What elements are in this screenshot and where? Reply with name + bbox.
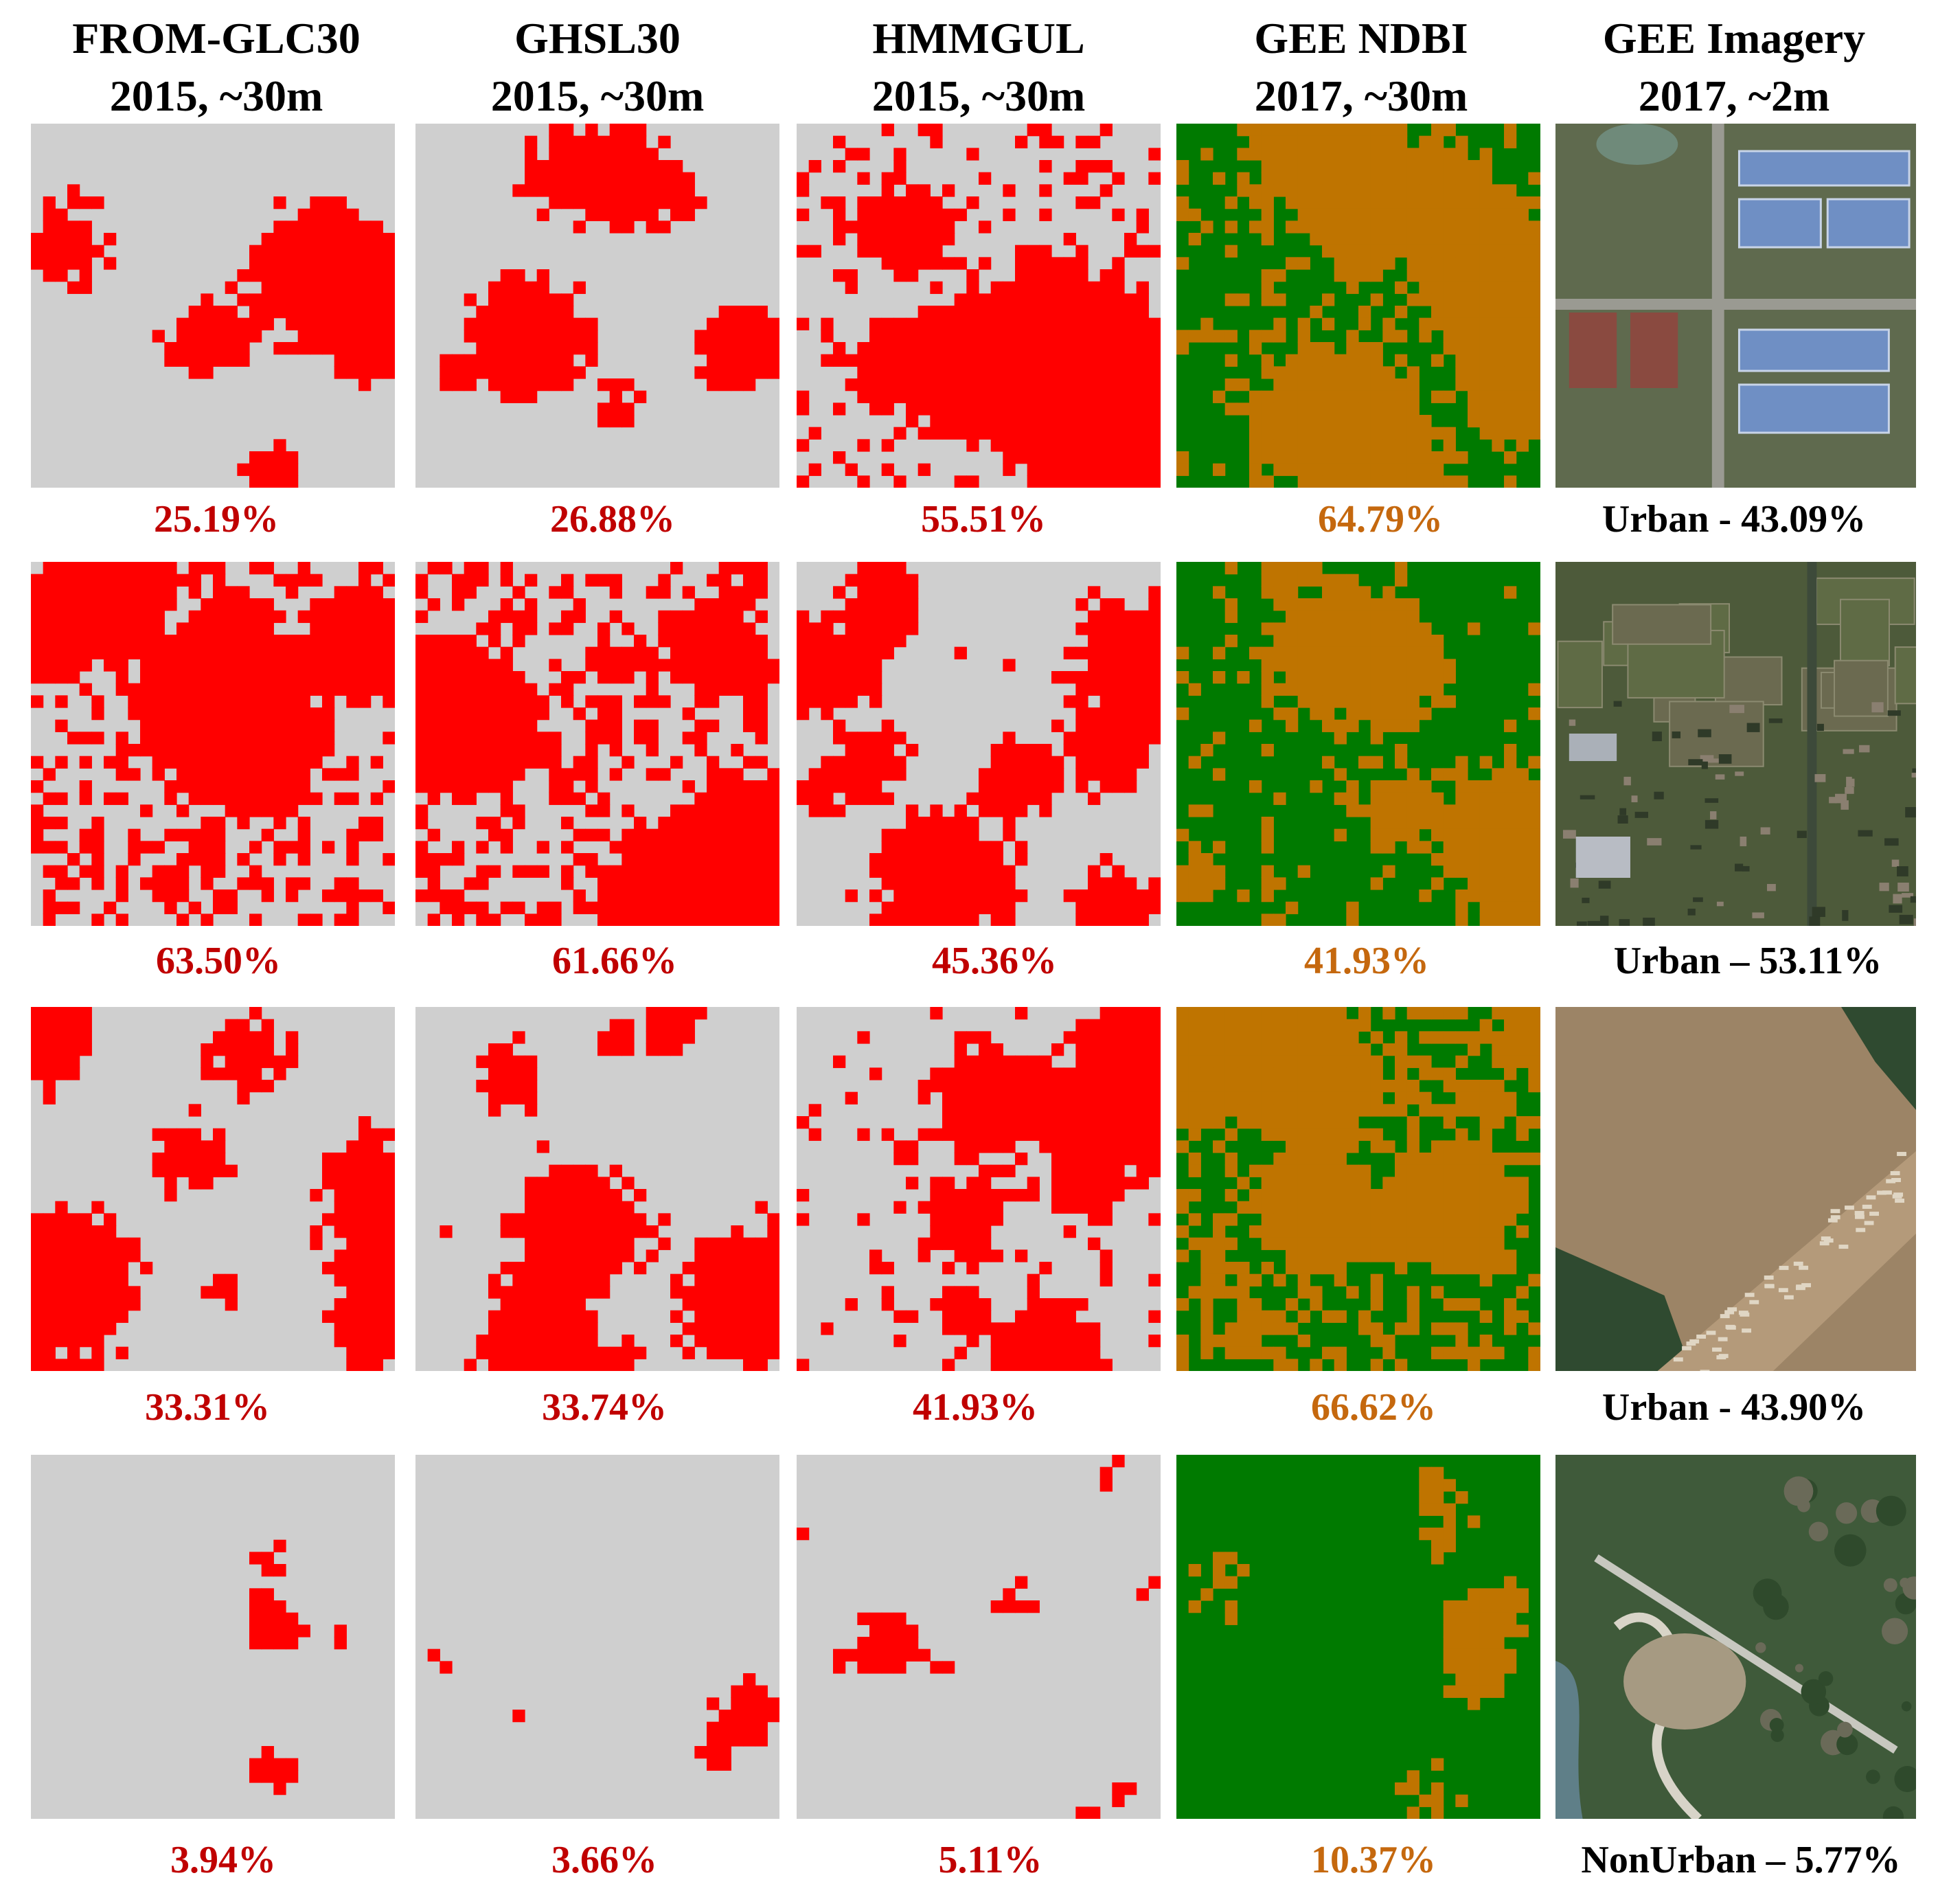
imagery-label-row1: Urban - 43.09%	[1601, 498, 1867, 541]
column-header-gee-ndbi: GEE NDBI 2017, ~30m	[1176, 10, 1547, 125]
urban-percent-from-glc30-row4: 3.94%	[170, 1839, 276, 1881]
map-panel-gee-ndbi-row4	[1176, 1455, 1540, 1819]
column-header-gee-imagery: GEE Imagery 2017, ~2m	[1549, 10, 1919, 125]
column-subtitle: 2017, ~2m	[1638, 71, 1830, 120]
map-panel-from-glc30-row2	[31, 562, 395, 926]
urban-percent-from-glc30-row1: 25.19%	[154, 498, 279, 541]
map-panel-hmmgul-row1	[797, 124, 1161, 488]
column-subtitle: 2015, ~30m	[490, 71, 705, 120]
map-panel-ghsl30-row2	[415, 562, 779, 926]
ndbi-percent-row1: 64.79%	[1318, 498, 1443, 541]
map-panel-gee-ndbi-row1	[1176, 124, 1540, 488]
imagery-label-row3: Urban - 43.90%	[1601, 1386, 1867, 1429]
urban-percent-hmmgul-row1: 55.51%	[921, 498, 1046, 541]
urban-percent-hmmgul-row4: 5.11%	[938, 1839, 1042, 1881]
column-title: HMMGUL	[872, 14, 1085, 63]
map-panel-hmmgul-row4	[797, 1455, 1161, 1819]
column-header-hmmgul: HMMGUL 2015, ~30m	[793, 10, 1164, 125]
urban-percent-ghsl30-row2: 61.66%	[552, 940, 677, 982]
ndbi-percent-row3: 66.62%	[1311, 1386, 1436, 1429]
column-header-ghsl30: GHSL30 2015, ~30m	[412, 10, 783, 125]
map-panel-gee-ndbi-row2	[1176, 562, 1540, 926]
urban-percent-hmmgul-row3: 41.93%	[913, 1386, 1038, 1429]
column-subtitle: 2017, ~30m	[1254, 71, 1468, 120]
map-panel-ghsl30-row1	[415, 124, 779, 488]
column-title: GEE Imagery	[1602, 14, 1866, 63]
column-title: FROM-GLC30	[72, 14, 361, 63]
imagery-label-row4: NonUrban – 5.77%	[1581, 1839, 1901, 1881]
ndbi-percent-row4: 10.37%	[1311, 1839, 1436, 1881]
urban-percent-ghsl30-row3: 33.74%	[542, 1386, 667, 1429]
urban-percent-ghsl30-row4: 3.66%	[551, 1839, 657, 1881]
imagery-label-row2: Urban – 53.11%	[1613, 940, 1882, 982]
map-panel-gee-ndbi-row3	[1176, 1007, 1540, 1371]
urban-percent-ghsl30-row1: 26.88%	[550, 498, 675, 541]
satellite-image-row4	[1555, 1455, 1916, 1819]
map-panel-from-glc30-row3	[31, 1007, 395, 1371]
map-panel-from-glc30-row4	[31, 1455, 395, 1819]
ndbi-percent-row2: 41.93%	[1304, 940, 1429, 982]
urban-percent-from-glc30-row2: 63.50%	[156, 940, 281, 982]
map-panel-ghsl30-row3	[415, 1007, 779, 1371]
satellite-image-row3	[1555, 1007, 1916, 1371]
map-panel-from-glc30-row1	[31, 124, 395, 488]
map-panel-ghsl30-row4	[415, 1455, 779, 1819]
satellite-image-row2	[1555, 562, 1916, 926]
urban-percent-from-glc30-row3: 33.31%	[145, 1386, 270, 1429]
column-title: GEE NDBI	[1254, 14, 1468, 63]
map-panel-hmmgul-row2	[797, 562, 1161, 926]
urban-percent-hmmgul-row2: 45.36%	[932, 940, 1057, 982]
column-header-from-glc30: FROM-GLC30 2015, ~30m	[31, 10, 402, 125]
column-title: GHSL30	[514, 14, 681, 63]
column-subtitle: 2015, ~30m	[109, 71, 323, 120]
column-subtitle: 2015, ~30m	[871, 71, 1086, 120]
satellite-image-row1	[1555, 124, 1916, 488]
map-panel-hmmgul-row3	[797, 1007, 1161, 1371]
